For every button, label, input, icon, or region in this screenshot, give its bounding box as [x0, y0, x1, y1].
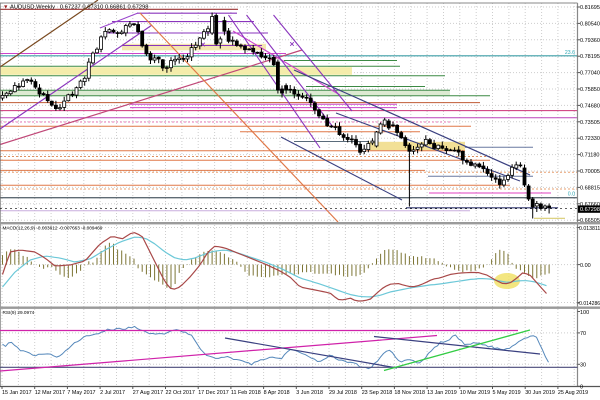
svg-text:2 Jul 2017: 2 Jul 2017	[100, 390, 125, 396]
svg-text:0.0: 0.0	[568, 192, 575, 198]
svg-text:100: 100	[580, 310, 589, 316]
svg-text:15 Jan 2017: 15 Jan 2017	[2, 390, 32, 396]
svg-text:22 Oct 2017: 22 Oct 2017	[166, 390, 195, 396]
svg-text:8 Apr 2018: 8 Apr 2018	[264, 390, 290, 396]
svg-text:12 Mar 2017: 12 Mar 2017	[35, 390, 65, 396]
svg-text:23.6: 23.6	[565, 50, 575, 56]
svg-text:0.74680: 0.74680	[580, 103, 600, 109]
svg-text:0.80540: 0.80540	[580, 21, 600, 27]
svg-text:AUDUSD,Weekly 0.67237 0.6731: AUDUSD,Weekly 0.67237 0.67310 0.66861 0.…	[10, 5, 148, 11]
svg-text:25 Aug 2019: 25 Aug 2019	[558, 390, 588, 396]
svg-text:7 May 2017: 7 May 2017	[67, 390, 95, 396]
svg-text:17 Dec 2017: 17 Dec 2017	[198, 390, 229, 396]
svg-text:23 Sep 2018: 23 Sep 2018	[362, 390, 393, 396]
svg-text:0.73505: 0.73505	[580, 120, 600, 126]
svg-text:5 May 2019: 5 May 2019	[493, 390, 521, 396]
svg-text:MACD(12,26,9) -0.003612 -0.007: MACD(12,26,9) -0.003612 -0.007663 -0.009…	[3, 226, 103, 231]
svg-text:0.78195: 0.78195	[580, 54, 600, 60]
svg-text:18 Nov 2018: 18 Nov 2018	[394, 390, 425, 396]
svg-text:0.70005: 0.70005	[580, 169, 600, 175]
svg-text:30 Jun 2019: 30 Jun 2019	[525, 390, 555, 396]
svg-text:0.67298: 0.67298	[580, 207, 600, 213]
svg-text:0.77040: 0.77040	[580, 71, 600, 77]
svg-text:70: 70	[580, 331, 586, 337]
svg-text:30: 30	[580, 363, 586, 369]
svg-text:27 Aug 2017: 27 Aug 2017	[133, 390, 163, 396]
svg-text:0.71180: 0.71180	[580, 153, 599, 159]
svg-text:RSI(9) 29.0974: RSI(9) 29.0974	[3, 310, 35, 315]
svg-text:11 Feb 2018: 11 Feb 2018	[231, 390, 261, 396]
svg-text:3 Jun 2018: 3 Jun 2018	[296, 390, 323, 396]
svg-text:▼: ▼	[3, 5, 8, 11]
svg-text:10 Mar 2019: 10 Mar 2019	[460, 390, 490, 396]
svg-text:0.79360: 0.79360	[580, 38, 600, 44]
svg-text:29 Jul 2018: 29 Jul 2018	[329, 390, 357, 396]
svg-text:0.66505: 0.66505	[580, 218, 600, 224]
svg-text:0.81695: 0.81695	[580, 5, 600, 11]
svg-text:0.68815: 0.68815	[580, 185, 600, 191]
svg-text:0.75850: 0.75850	[580, 87, 600, 93]
svg-text:0.67660: 0.67660	[580, 202, 600, 208]
svg-text:0.00: 0.00	[580, 263, 591, 269]
svg-text:-0.014286: -0.014286	[578, 301, 600, 307]
svg-text:0.013811: 0.013811	[579, 226, 600, 232]
svg-text:0.72330: 0.72330	[580, 136, 600, 142]
svg-text:0: 0	[580, 385, 583, 391]
svg-text:13 Jan 2019: 13 Jan 2019	[427, 390, 457, 396]
